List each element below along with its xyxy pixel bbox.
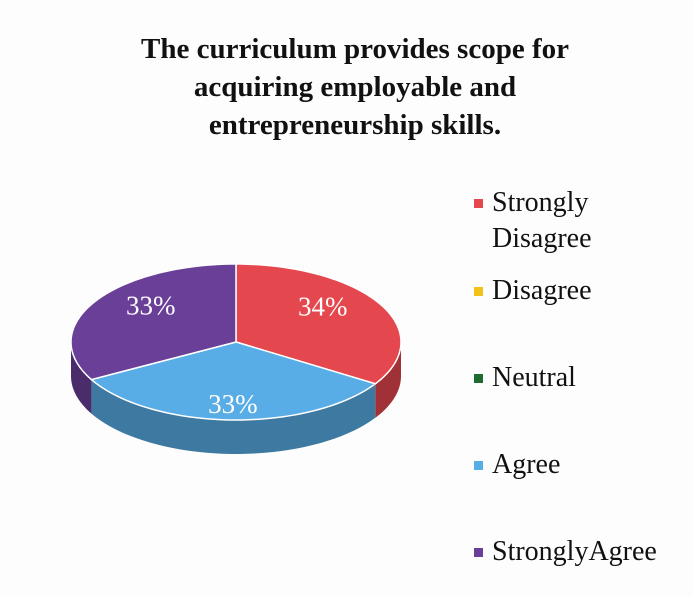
- slice-side: [91, 379, 376, 454]
- legend-label: Agree: [492, 449, 561, 480]
- legend-entry: Disagree: [470, 273, 685, 309]
- legend-swatch: [474, 374, 483, 383]
- data-label: 33%: [126, 290, 176, 320]
- legend-entry: Neutral: [470, 360, 685, 396]
- legend-swatch: [474, 548, 483, 557]
- legend-entry: Strongly Disagree: [470, 185, 685, 257]
- slice: [70, 263, 237, 381]
- legend-swatch: [474, 287, 483, 296]
- legend-label: Neutral: [492, 362, 576, 393]
- legend-entry: StronglyAgree: [470, 534, 685, 570]
- legend-entry: Agree: [470, 447, 685, 483]
- legend-label: Disagree: [492, 275, 592, 306]
- legend-label: StronglyAgree: [492, 536, 657, 567]
- slice-side: [375, 342, 401, 418]
- chart-title: The curriculum provides scope for acquir…: [141, 33, 569, 141]
- legend-swatch: [474, 199, 483, 208]
- data-label: 34%: [298, 292, 348, 322]
- slice-side: [71, 342, 92, 414]
- data-label: 33%: [208, 389, 258, 419]
- legend-label: Strongly Disagree: [492, 187, 592, 254]
- legend-swatch: [474, 461, 483, 470]
